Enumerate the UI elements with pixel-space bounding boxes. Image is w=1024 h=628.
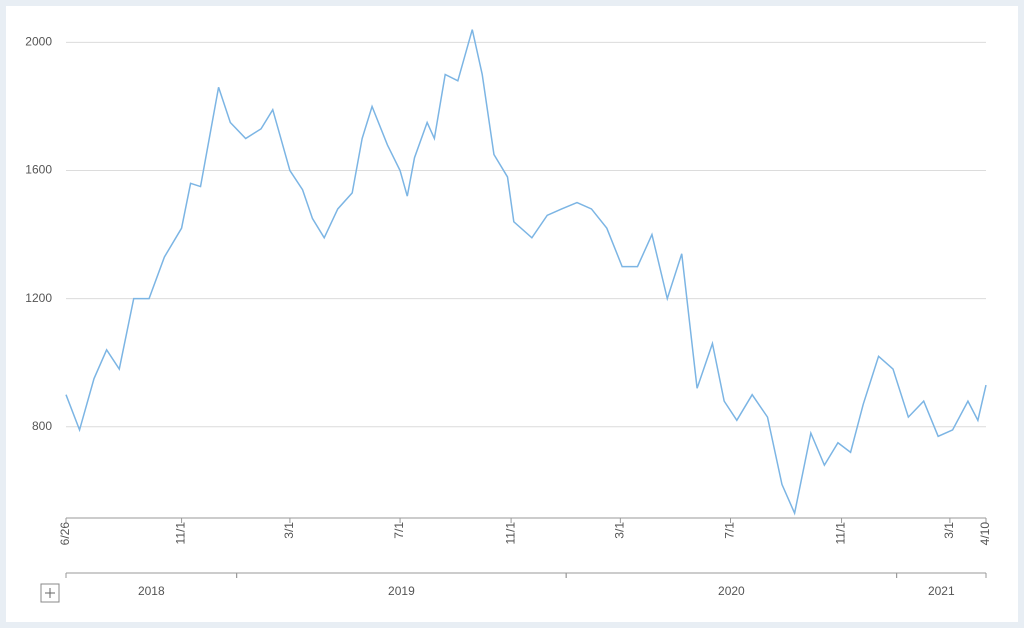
y-tick-label: 1200 — [25, 291, 52, 305]
price-line — [65, 29, 987, 516]
x-tick-label: 7/1 — [392, 522, 406, 539]
period-label: 2018 — [138, 584, 165, 598]
period-label: 2021 — [928, 584, 955, 598]
y-tick-label: 2000 — [25, 35, 52, 49]
period-label: 2019 — [388, 584, 415, 598]
x-tick-label: 11/1 — [834, 522, 848, 545]
x-tick-label: 11/1 — [503, 522, 517, 545]
x-tick-label: 6/26 — [58, 522, 72, 546]
y-tick-label: 1600 — [25, 163, 52, 177]
x-tick-label: 3/1 — [942, 522, 956, 539]
x-tick-label: 7/1 — [723, 522, 737, 539]
x-tick-label: 11/1 — [174, 522, 188, 545]
y-tick-label: 800 — [32, 419, 52, 433]
period-label: 2020 — [718, 584, 745, 598]
x-tick-label: 4/10 — [978, 522, 992, 546]
chart-background — [6, 6, 1018, 622]
x-tick-label: 3/1 — [613, 522, 627, 539]
x-tick-label: 3/1 — [282, 522, 296, 539]
